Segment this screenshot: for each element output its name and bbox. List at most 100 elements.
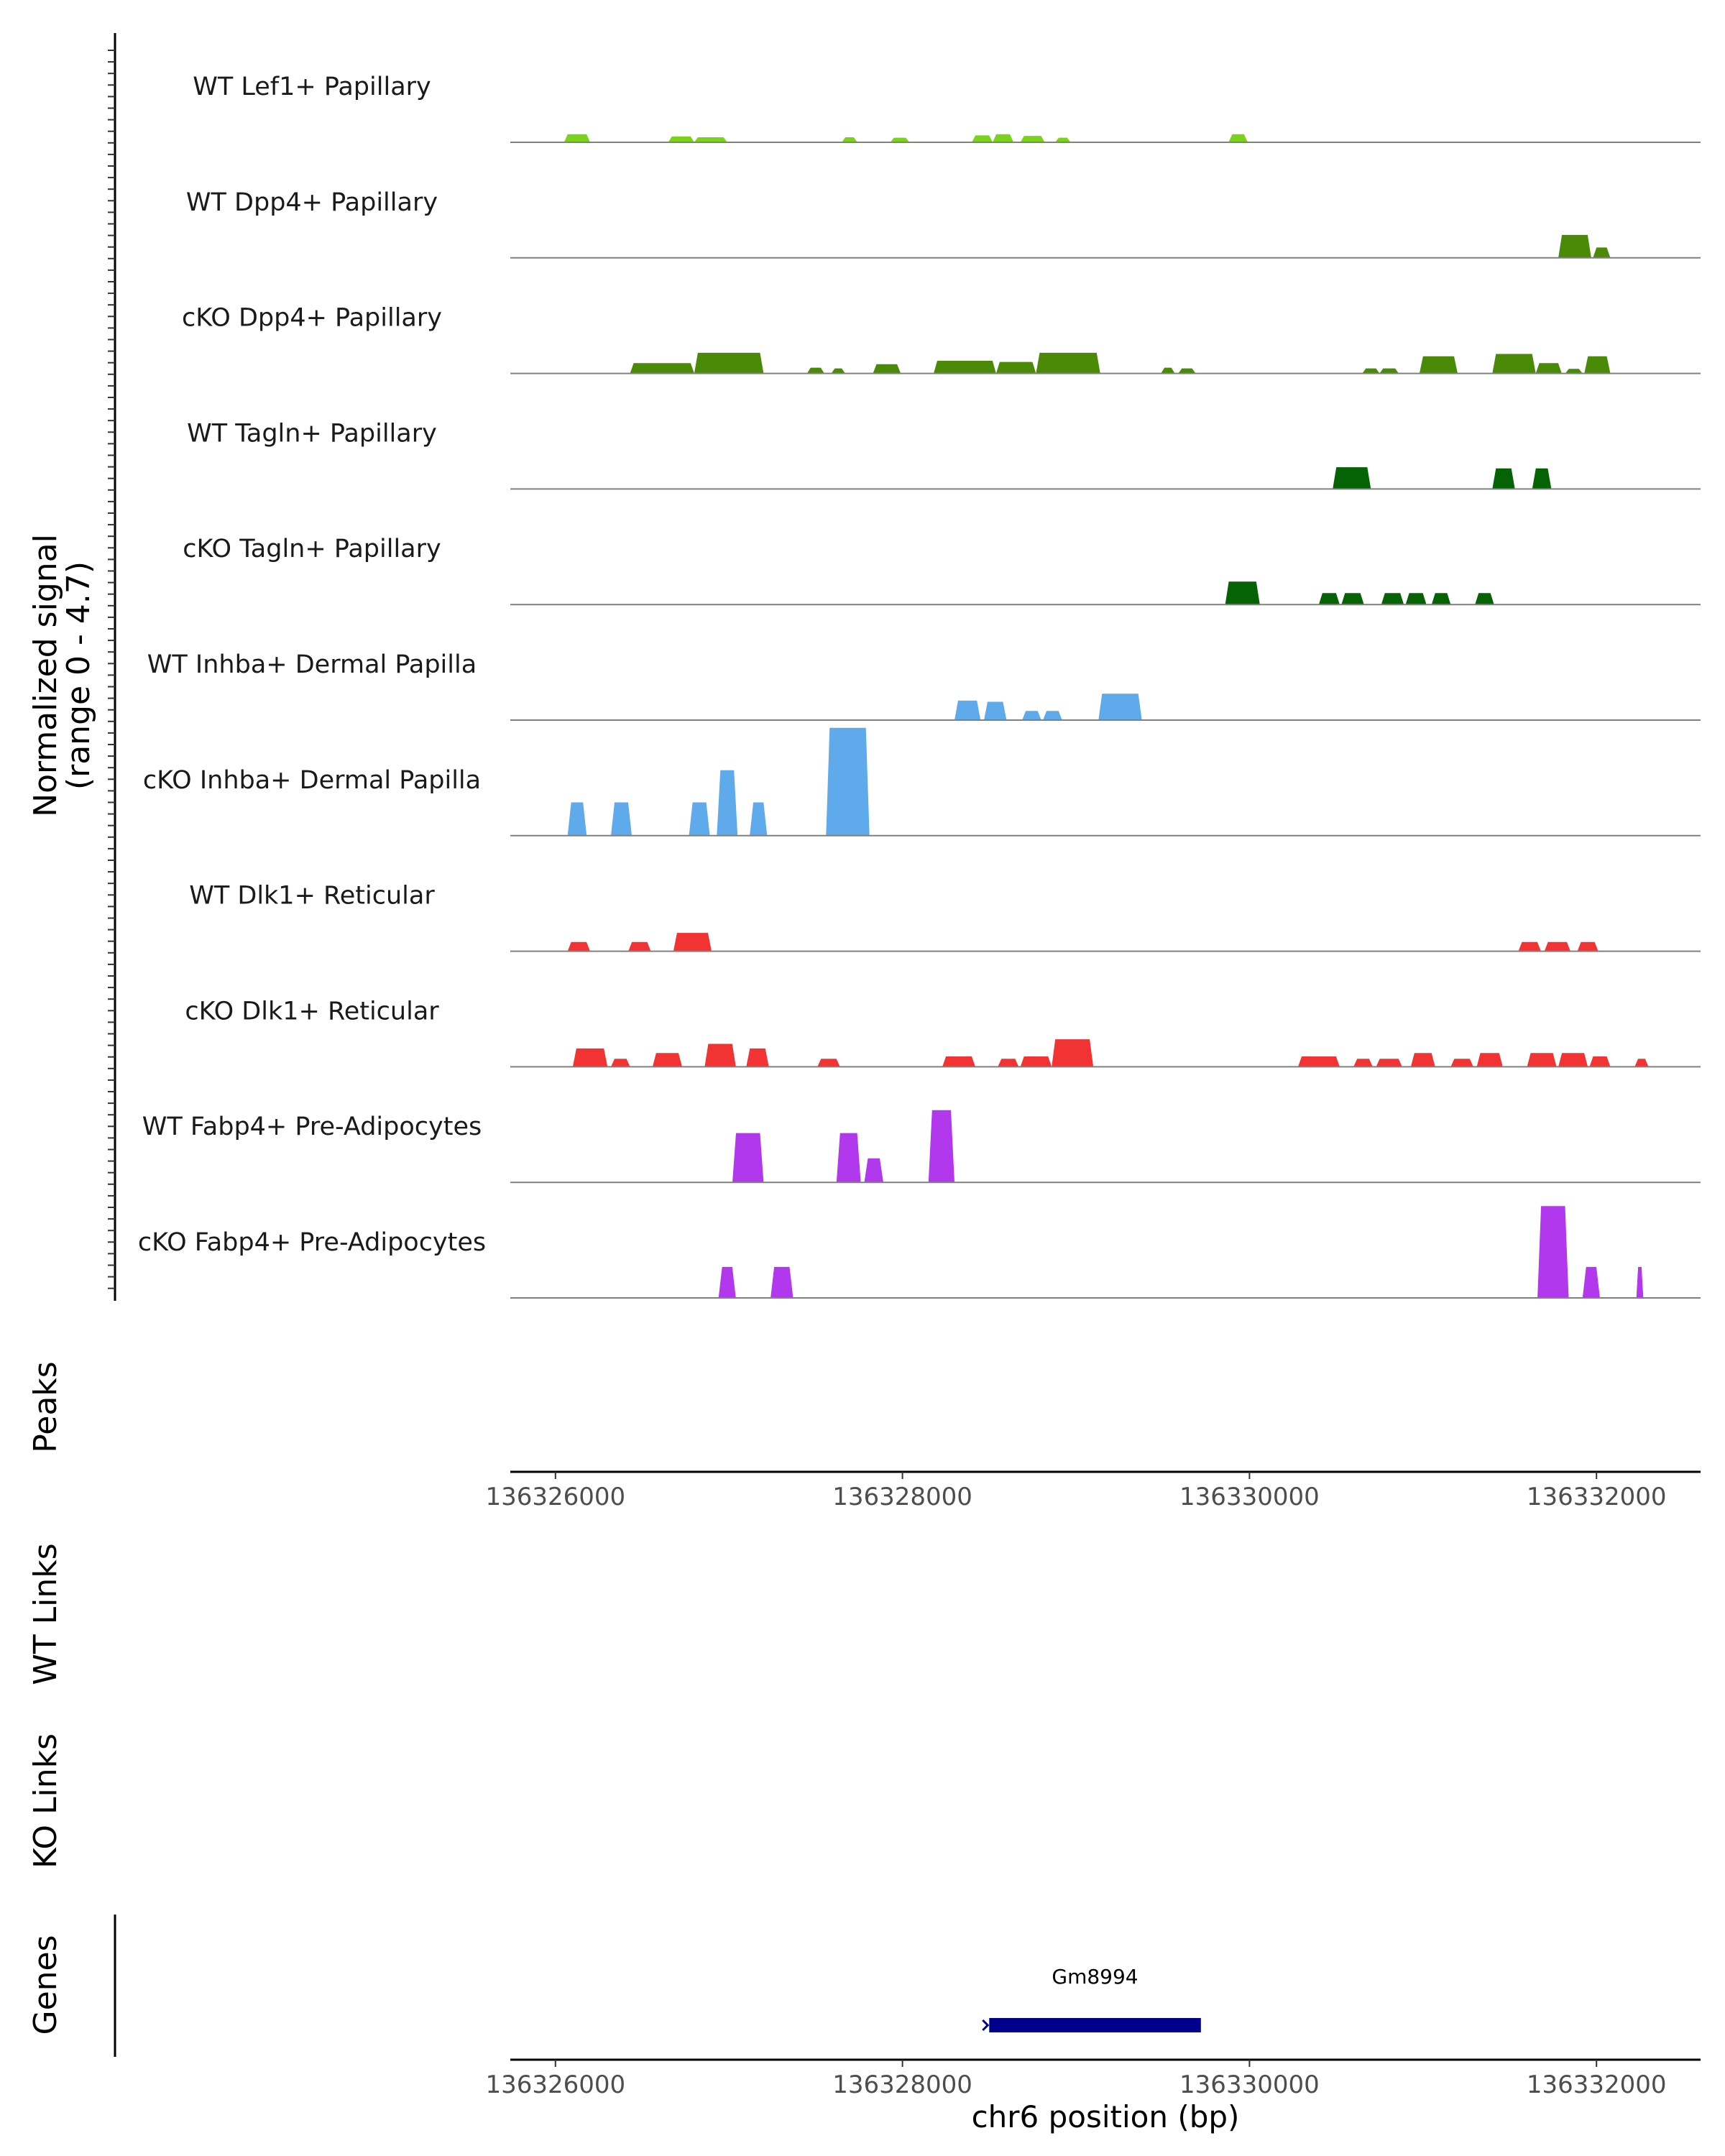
track-9: cKO Dlk1+ Reticular [185,997,1701,1068]
coverage-peak [1476,1053,1503,1067]
track-3: cKO Dpp4+ Papillary [182,304,1701,374]
coverage-peak [1410,1053,1435,1067]
ko-links-track-label: KO Links [27,1733,64,1869]
coverage-peak [564,134,590,142]
coverage-peak [567,941,590,952]
coverage-peak [998,1059,1019,1067]
coverage-peak [1475,593,1494,605]
coverage-peak [954,700,981,720]
coverage-peak [984,701,1007,720]
coverage-peak [1353,1059,1373,1067]
track-label: WT Dlk1+ Reticular [189,882,435,911]
x-axis-tick-label: 136326000 [485,1483,625,1511]
coverage-peak [831,368,845,374]
track-label: WT Inhba+ Dermal Papilla [147,650,477,679]
coverage-peak [1558,1053,1588,1067]
coverage-peak [628,941,651,952]
coverage-peak [673,933,712,952]
coverage-peak [1532,468,1552,489]
signal-y-axis-label: Normalized signal [27,534,64,817]
x-axis-tick-label: 136330000 [1179,1483,1320,1511]
coverage-peak [826,727,870,836]
track-label: WT Fabp4+ Pre-Adipocytes [142,1112,482,1141]
coverage-peak [1318,593,1340,605]
x-axis-tick-label: 136326000 [485,2070,625,2099]
coverage-peak [1036,352,1100,374]
coverage-peak [1419,356,1458,374]
coverage-peak [689,802,710,836]
coverage-peak [1527,1053,1557,1067]
gene-body [989,2018,1201,2032]
coverage-peak [652,1053,682,1067]
coverage-peak [1022,711,1041,720]
x-axis-peaks: 136326000 136328000 136330000 136332000 [485,1470,1701,1511]
coverage-peak [890,137,910,142]
track-6: WT Inhba+ Dermal Papilla [147,650,1701,721]
coverage-peak [1098,694,1142,720]
coverage-peak [1228,134,1248,142]
signal-y-axis-range-label: (range 0 - 4.7) [60,561,97,790]
coverage-peak [1161,367,1175,374]
coverage-peak [928,1110,954,1183]
x-axis-tick-label: 136328000 [832,1483,972,1511]
track-label: cKO Fabp4+ Pre-Adipocytes [138,1228,486,1257]
coverage-peak [611,1059,630,1067]
coverage-peak [1565,369,1583,374]
track-7: cKO Inhba+ Dermal Papilla [143,727,1701,837]
coverage-peak [817,1059,840,1067]
coverage-peak [1043,711,1062,720]
x-axis-tick-label: 136332000 [1527,1483,1667,1511]
gene-strand-arrow [982,2019,990,2032]
track-label: cKO Tagln+ Papillary [183,535,441,563]
coverage-peak [1634,1059,1649,1067]
track-label: cKO Dpp4+ Papillary [182,304,442,333]
coverage-peak [1020,136,1045,142]
coverage-peak [732,1133,764,1183]
peaks-track-label: Peaks [27,1361,64,1452]
x-axis-tick-label: 136328000 [832,2070,972,2099]
coverage-peak [717,770,738,836]
coverage-peak [806,367,824,374]
coverage-tracks: WT Lef1+ Papillary WT Dpp4+ Papillary cKO … [138,73,1701,1299]
track-11: cKO Fabp4+ Pre-Adipocytes [138,1206,1701,1299]
coverage-peak [1584,356,1611,374]
coverage-peak [694,352,764,374]
coverage-peak [1636,1266,1644,1298]
coverage-peak [1589,1056,1611,1067]
coverage-peak [836,1133,861,1183]
coverage-peak [1178,368,1196,374]
coverage-peak [972,135,993,142]
coverage-peak [746,1048,769,1067]
coverage-peak [1225,581,1260,605]
coverage-peak [1341,593,1364,605]
track-label: WT Dpp4+ Papillary [186,188,438,217]
coverage-peak [873,364,901,374]
coverage-peak [1052,1039,1094,1067]
coverage-peak [1333,467,1371,489]
coverage-peak [1431,593,1451,605]
coverage-peak [1582,1266,1600,1298]
gene: Gm8994 [982,1965,1201,2032]
coverage-peak [1379,368,1399,374]
signal-y-axis [108,33,116,1301]
track-4: WT Tagln+ Papillary [187,419,1701,490]
coverage-peak [1544,941,1570,952]
gene-label: Gm8994 [1052,1965,1138,1989]
coverage-peak [1020,1056,1052,1067]
coverage-peak [1492,354,1536,374]
track-8: WT Dlk1+ Reticular [189,882,1701,952]
coverage-peak [1518,941,1541,952]
coverage-peak [1381,593,1404,605]
coverage-peak [1492,468,1515,489]
x-axis-tick-label: 136332000 [1527,2070,1667,2099]
coverage-peak [1055,137,1071,142]
coverage-peak [934,361,996,374]
coverage-peak [1450,1059,1473,1067]
coverage-peak [572,1048,608,1067]
track-2: WT Dpp4+ Papillary [186,188,1701,259]
coverage-peak [1535,363,1562,374]
coverage-peak [668,137,694,142]
gene-track: Gm8994 [982,1965,1201,2032]
track-label: WT Lef1+ Papillary [193,73,431,101]
